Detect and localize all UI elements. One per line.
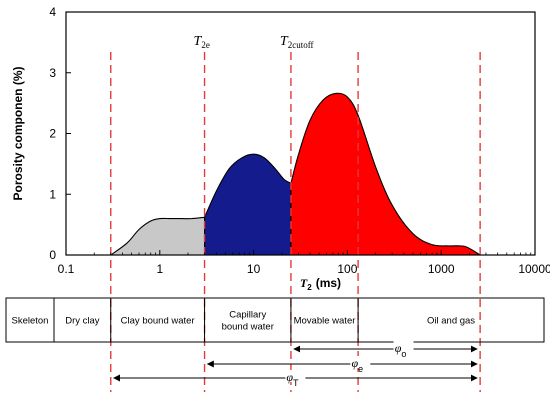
cutoff-lines-group: [110, 52, 481, 392]
range-label-o: φo: [395, 341, 407, 359]
table-cell-label: Oil and gas: [427, 316, 475, 327]
range-label-e: φe: [352, 356, 364, 374]
table-cell-label: Capillary bound water: [222, 310, 274, 333]
table-cell-label: Clay bound water: [121, 316, 195, 327]
table-cell-label: Movable water: [294, 316, 356, 327]
range-label-bg: [285, 370, 306, 382]
range-label-symbol: φ: [352, 356, 359, 370]
x-tick-label: 1000: [428, 262, 455, 276]
table-cell-line: Movable water: [294, 316, 356, 327]
x-axis-label-symbol: T: [300, 276, 308, 290]
range-label-symbol: φ: [286, 370, 293, 384]
range-label-bg: [350, 356, 371, 368]
x-axis: 0.1 1 10 100 1000 10000: [58, 250, 550, 276]
x-axis-label-unit: (ms): [316, 276, 341, 290]
x-tick-label: 10000: [518, 262, 550, 276]
x-tick-label: 1: [156, 262, 163, 276]
cutoff-label-2cutoff: T2cutoff: [280, 34, 314, 50]
table-cell-line: Oil and gas: [427, 316, 475, 327]
y-tick-label: 1: [49, 187, 56, 201]
table-cell-line: Clay bound water: [121, 316, 195, 327]
x-axis-label-sub: 2: [307, 283, 312, 292]
area-series-1: [110, 216, 206, 256]
x-tick-label: 0.1: [58, 262, 75, 276]
range-label-sub: o: [401, 349, 406, 359]
range-label-sub: T: [293, 378, 299, 388]
cutoff-label-2e: T2e: [194, 34, 210, 50]
range-label-sub: e: [358, 364, 363, 374]
table-cell-line: Capillary: [229, 310, 266, 321]
range-label-bg: [393, 341, 414, 353]
x-tick-label: 10: [247, 262, 261, 276]
y-tick-label: 3: [49, 66, 56, 80]
table-cell-line: Skeleton: [12, 316, 49, 327]
cutoff-labels-group: T2e T2cutoff: [194, 34, 314, 50]
table-border: [5, 297, 545, 343]
cutoff-label-sub: 2cutoff: [288, 40, 314, 50]
y-tick-label: 0: [49, 248, 56, 262]
range-label-symbol: φ: [395, 341, 402, 355]
table-cell-label: Skeleton: [12, 316, 49, 327]
x-axis-label: T2 (ms): [300, 276, 341, 292]
table-cell-line: bound water: [222, 322, 274, 333]
range-label-T: φT: [286, 370, 299, 388]
table-cell-label: Dry clay: [65, 316, 100, 327]
cutoff-label-symbol: T: [280, 34, 289, 49]
x-tick-label: 100: [337, 262, 357, 276]
area-series-3: [290, 92, 481, 256]
y-axis-label: Porosity componen (%): [11, 66, 25, 200]
y-tick-label: 2: [49, 127, 56, 141]
cutoff-label-symbol: T: [194, 34, 203, 49]
y-axis: 0 1 2 3 4: [49, 5, 71, 262]
y-tick-label: 4: [49, 5, 56, 19]
component-table: Skeleton Dry clay Clay bound water Capillar…: [5, 297, 545, 343]
area-series-group: [110, 92, 481, 256]
cutoff-label-sub: 2e: [201, 40, 210, 50]
area-series-2: [204, 153, 292, 256]
table-cell-line: Dry clay: [65, 316, 100, 327]
